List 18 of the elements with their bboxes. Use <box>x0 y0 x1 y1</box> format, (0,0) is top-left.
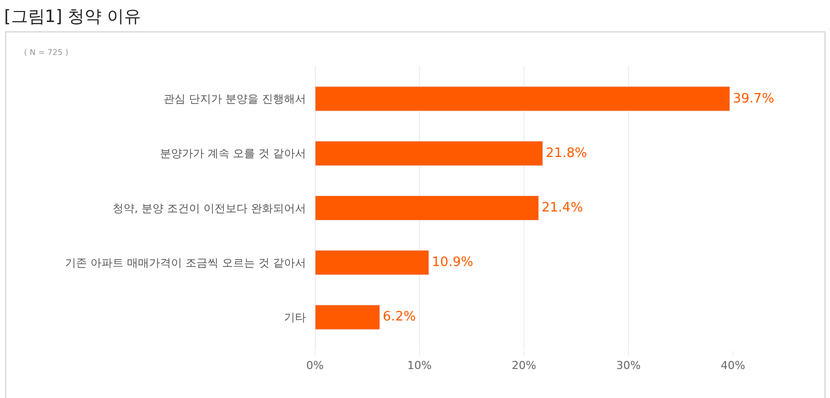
bar <box>315 304 380 330</box>
y-tick-label: 청약, 분양 조건이 이전보다 완화되어서 <box>112 202 306 215</box>
data-label: 6.2% <box>382 310 416 325</box>
data-label: 21.4% <box>542 200 583 216</box>
y-tick-label: 기존 아파트 매매가격이 조금씩 오르는 것 같아서 <box>65 256 306 270</box>
y-tick-label: 관심 단지가 분양을 진행해서 <box>164 92 306 106</box>
text: ( N = 725 ) <box>24 48 68 57</box>
x-tick-label: 40% <box>720 359 746 372</box>
x-tick-label: 20% <box>512 359 536 372</box>
data-label: 21.8% <box>546 146 588 161</box>
y-tick-label: 분양가가 계속 오를 것 같아서 <box>160 147 306 160</box>
x-tick-label: 30% <box>616 359 641 372</box>
data-label: 10.9% <box>432 255 474 270</box>
y-tick-label: 기타 <box>284 311 306 324</box>
x-tick-label: 10% <box>407 359 432 372</box>
text: [그림1] 청약 이유 <box>4 6 142 27</box>
data-label: 39.7% <box>732 91 774 106</box>
x-tick-label: 0% <box>306 359 324 372</box>
